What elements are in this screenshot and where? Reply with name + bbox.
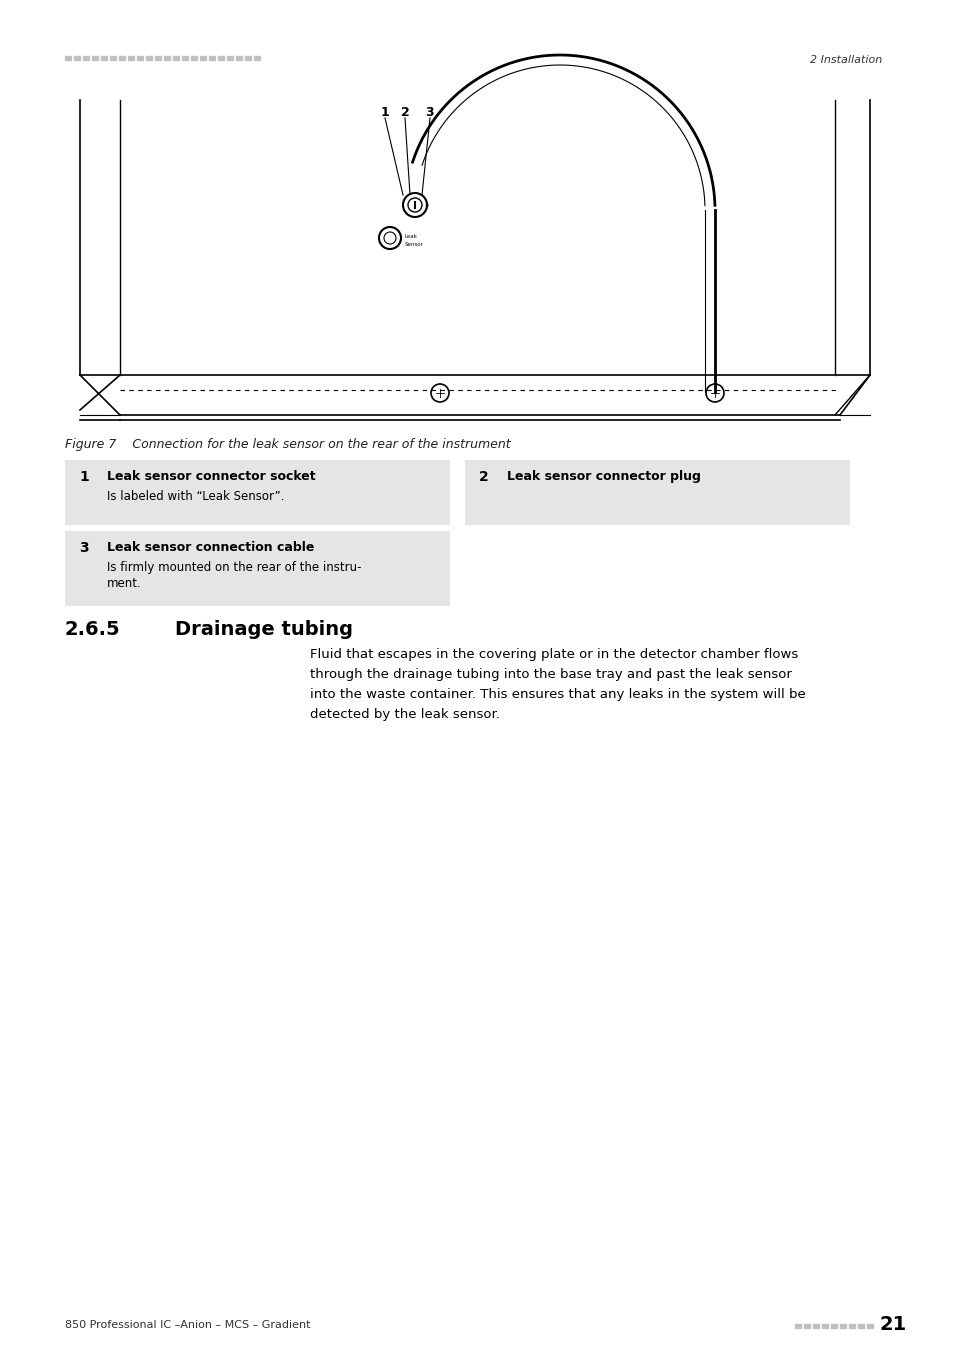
Text: 21: 21 — [879, 1315, 906, 1335]
Text: Leak sensor connection cable: Leak sensor connection cable — [107, 541, 314, 554]
Bar — [65, 531, 450, 606]
Bar — [110, 55, 116, 59]
Bar — [191, 55, 196, 59]
Text: 3: 3 — [425, 105, 434, 119]
Text: Drainage tubing: Drainage tubing — [174, 620, 353, 639]
Bar — [245, 55, 251, 59]
Text: 850 Professional IC –Anion – MCS – Gradient: 850 Professional IC –Anion – MCS – Gradi… — [65, 1320, 310, 1330]
Text: 2: 2 — [400, 105, 409, 119]
Bar — [848, 1324, 854, 1328]
Bar — [154, 55, 161, 59]
Text: detected by the leak sensor.: detected by the leak sensor. — [310, 707, 499, 721]
Text: Leak sensor connector plug: Leak sensor connector plug — [506, 470, 700, 483]
Text: Fluid that escapes in the covering plate or in the detector chamber flows: Fluid that escapes in the covering plate… — [310, 648, 798, 662]
Text: 3: 3 — [79, 541, 89, 555]
Bar — [794, 1324, 801, 1328]
Bar — [65, 55, 71, 59]
Circle shape — [378, 227, 400, 248]
Text: 2.6.5: 2.6.5 — [65, 620, 120, 639]
Bar — [137, 55, 143, 59]
Bar — [65, 460, 450, 525]
Bar — [227, 55, 233, 59]
Bar — [182, 55, 188, 59]
Text: into the waste container. This ensures that any leaks in the system will be: into the waste container. This ensures t… — [310, 688, 805, 701]
Bar — [857, 1324, 863, 1328]
Bar — [812, 1324, 818, 1328]
Bar — [91, 55, 98, 59]
Bar — [218, 55, 224, 59]
Text: ment.: ment. — [107, 576, 142, 590]
Bar — [253, 55, 260, 59]
Bar — [74, 55, 80, 59]
Text: 2 Installation: 2 Installation — [809, 55, 882, 65]
Text: Leak: Leak — [405, 235, 417, 239]
Text: Sensor: Sensor — [405, 242, 423, 247]
Bar — [119, 55, 125, 59]
Bar — [866, 1324, 872, 1328]
Text: 2: 2 — [478, 470, 488, 485]
Bar — [200, 55, 206, 59]
Bar — [172, 55, 179, 59]
Bar — [209, 55, 214, 59]
Text: Is labeled with “Leak Sensor”.: Is labeled with “Leak Sensor”. — [107, 490, 284, 504]
Text: Figure 7    Connection for the leak sensor on the rear of the instrument: Figure 7 Connection for the leak sensor … — [65, 437, 510, 451]
Bar — [464, 460, 849, 525]
Circle shape — [402, 193, 427, 217]
Bar — [235, 55, 242, 59]
Text: Is firmly mounted on the rear of the instru-: Is firmly mounted on the rear of the ins… — [107, 562, 361, 574]
Bar — [83, 55, 89, 59]
Bar — [146, 55, 152, 59]
Text: through the drainage tubing into the base tray and past the leak sensor: through the drainage tubing into the bas… — [310, 668, 791, 680]
Bar — [101, 55, 107, 59]
Bar — [128, 55, 133, 59]
Bar — [830, 1324, 836, 1328]
Bar — [821, 1324, 827, 1328]
Bar — [803, 1324, 809, 1328]
Bar — [164, 55, 170, 59]
Text: 1: 1 — [79, 470, 89, 485]
Bar — [840, 1324, 845, 1328]
Text: Leak sensor connector socket: Leak sensor connector socket — [107, 470, 315, 483]
Text: 1: 1 — [380, 105, 389, 119]
